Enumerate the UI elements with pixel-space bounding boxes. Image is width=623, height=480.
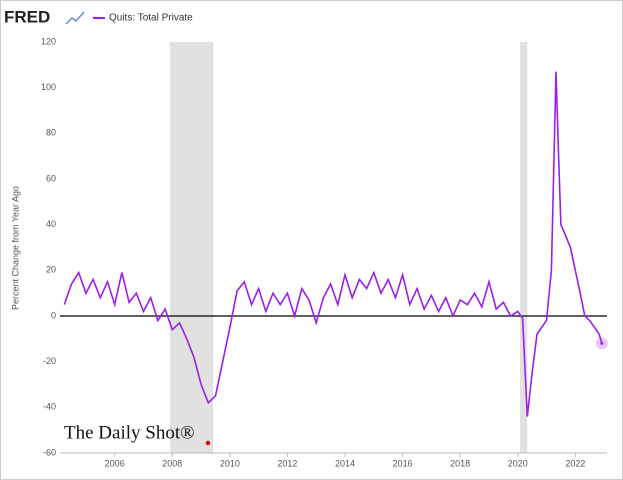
x-tick-label: 2010	[220, 458, 240, 468]
end-dot	[600, 341, 604, 345]
legend: Quits: Total Private	[93, 13, 193, 24]
x-tick-label: 2020	[508, 458, 528, 468]
y-tick-label: 0	[51, 310, 56, 320]
x-tick-label: 2008	[162, 458, 182, 468]
x-tick-label: 2012	[277, 458, 297, 468]
line-series	[63, 71, 603, 417]
x-tick-label: 2006	[105, 458, 125, 468]
y-tick-label: -20	[43, 356, 56, 366]
y-tick-label: 120	[41, 36, 56, 46]
x-tick-label: 2014	[335, 458, 355, 468]
y-tick-label: -40	[43, 402, 56, 412]
plot-area: -60 -40 -20 0 20 40 60 80 100 120 2006 2008 2010 2012…	[41, 36, 608, 468]
x-tick-label: 2016	[393, 458, 413, 468]
legend-label: Quits: Total Private	[109, 13, 193, 24]
y-tick-label: 40	[46, 219, 56, 229]
recession-band	[169, 42, 214, 453]
recession-band	[520, 42, 528, 453]
watermark-dot	[205, 440, 211, 446]
y-axis-label: Percent Change from Year Ago	[10, 186, 20, 310]
x-tick-label: 2018	[450, 458, 470, 468]
logo: FRED	[4, 7, 50, 26]
y-tick-label: 60	[46, 173, 56, 183]
y-tick-label: 20	[46, 265, 56, 275]
watermark: The Daily Shot®	[64, 422, 195, 443]
y-tick-label: -60	[43, 447, 56, 457]
x-tick-label: 2022	[565, 458, 585, 468]
logo-icon	[65, 11, 85, 25]
y-tick-label: 80	[46, 128, 56, 138]
y-tick-label: 100	[41, 82, 56, 92]
